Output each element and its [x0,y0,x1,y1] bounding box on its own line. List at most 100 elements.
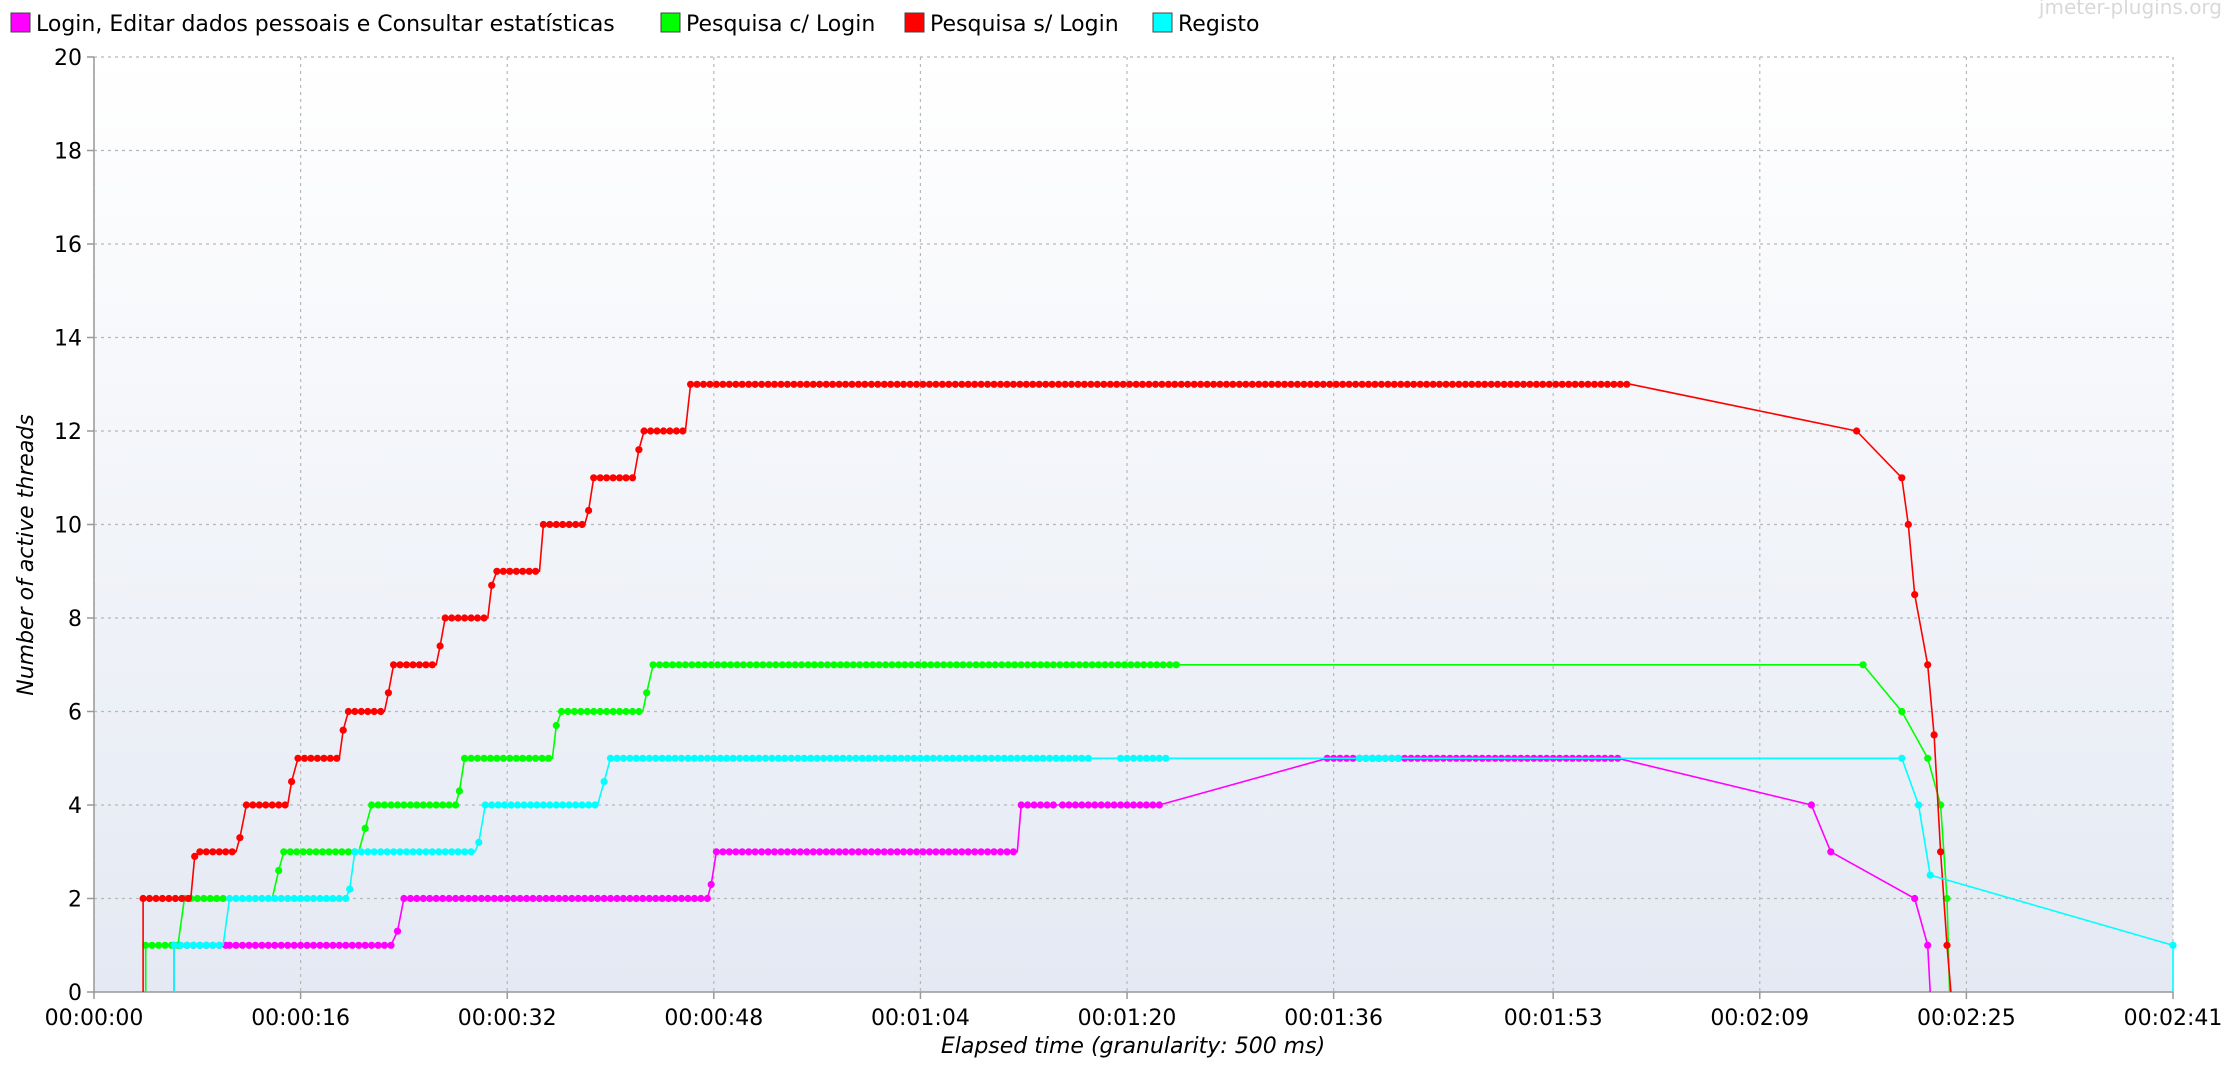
data-point [1142,754,1150,762]
x-tick-label: 00:02:41 [2124,1006,2223,1031]
data-point [1107,661,1116,669]
data-point [880,380,888,388]
data-point [958,848,966,856]
data-point [1078,754,1086,762]
data-point [1859,661,1867,669]
data-point [409,848,417,856]
data-point [968,754,976,762]
data-point [1481,380,1489,388]
data-point [707,880,715,889]
data-point [455,787,463,795]
data-point [1229,380,1237,388]
data-point [516,894,524,903]
data-point [1904,520,1912,529]
data-point [191,852,199,861]
data-point [525,754,533,762]
data-point [1364,380,1373,388]
data-point [932,380,940,388]
data-point [390,661,398,669]
data-point [649,661,657,669]
data-point [596,707,604,716]
data-point [662,661,670,669]
data-point [258,941,266,949]
data-point [1590,380,1599,388]
data-point [987,754,996,762]
data-point [499,754,507,762]
data-point [1442,380,1450,388]
data-point [1026,754,1034,762]
data-point [1177,380,1185,388]
data-point [1461,380,1469,388]
x-tick-label: 00:01:04 [871,1006,970,1031]
data-point [297,941,305,949]
data-point [658,894,666,903]
data-point [484,894,492,903]
data-point [1000,754,1009,762]
data-point [849,661,857,669]
data-point [406,801,414,809]
data-point [703,894,712,903]
data-point [688,661,696,669]
data-point [148,941,156,949]
data-point [867,848,876,856]
data-point [1807,801,1815,809]
data-point [666,427,674,435]
data-point [454,848,462,856]
data-point [758,848,766,856]
data-point [971,380,979,388]
data-point [632,754,640,762]
data-point [1513,380,1521,388]
data-point [452,801,460,809]
data-point [699,380,708,388]
data-point [746,661,754,669]
data-point [677,754,686,762]
data-point [501,801,509,809]
data-point [415,661,423,669]
data-point [867,380,876,388]
data-point [1507,380,1515,388]
data-point [445,801,453,809]
data-point [209,848,217,856]
data-point [1132,380,1140,388]
data-point [777,380,785,388]
data-point [1024,661,1032,669]
data-point [996,380,1005,388]
data-point [357,707,365,716]
data-point [432,801,440,809]
data-point [503,894,511,903]
data-point [1898,474,1906,482]
data-point [1087,380,1095,388]
data-point [309,941,318,949]
data-point [458,894,466,903]
data-point [351,848,359,856]
data-point [275,866,283,875]
data-point [785,661,793,669]
data-point [565,801,573,809]
data-point [901,661,909,669]
data-point [1468,380,1476,388]
data-point [1597,380,1605,388]
data-point [832,754,841,762]
data-point [325,848,333,856]
data-point [510,894,518,903]
data-point [738,848,746,856]
data-point [1055,380,1063,388]
data-point [590,474,598,482]
data-point [290,894,298,903]
series [139,380,2177,993]
data-point [1610,380,1618,388]
data-point [1539,380,1547,388]
data-point [578,801,586,809]
data-point [951,848,959,856]
data-point [1100,380,1108,388]
data-point [1030,801,1038,809]
data-point [535,894,544,903]
data-point [564,707,572,716]
data-point [712,848,721,856]
data-point [653,427,661,435]
data-point [565,520,573,529]
data-point [942,754,950,762]
data-point [645,894,653,903]
data-point [626,754,634,762]
data-point [1075,661,1083,669]
